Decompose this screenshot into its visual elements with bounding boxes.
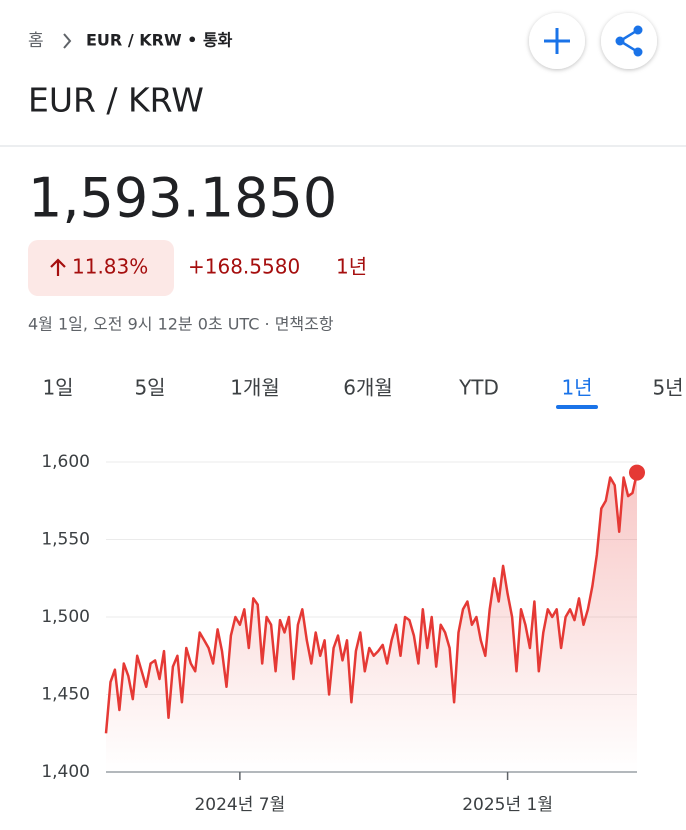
up-arrow [50,258,66,276]
current-point [629,464,645,481]
plus-icon [544,28,570,54]
area-fill [106,472,637,772]
share-dot [633,25,643,35]
breadcrumb-home[interactable]: 홈 [28,31,44,51]
change-period: 1년 [336,255,367,279]
change-percent: 11.83% [72,255,148,279]
x-tick-label: 2025년 1월 [462,795,553,815]
range-tabs: 1일 5일 1개월 6개월 YTD 1년 5년 [42,376,684,409]
add-button[interactable] [529,13,585,69]
share-dot [633,47,643,57]
range-tab[interactable]: 1일 [42,376,73,400]
range-tab[interactable]: 1개월 [230,376,280,400]
share-dot [615,36,625,46]
chart: 1,400 1,450 1,500 1,550 1,600 2024년 7월 2025년 1… [41,452,645,815]
breadcrumb-current: EUR / KRW • 통화 [86,31,233,50]
active-tab-indicator [556,405,598,409]
range-tab[interactable]: YTD [458,376,499,400]
y-tick-label: 1,450 [41,685,90,705]
y-tick-label: 1,500 [41,607,90,627]
change-absolute: +168.5580 [188,255,300,279]
y-tick-label: 1,550 [41,530,90,550]
range-tab[interactable]: 6개월 [343,376,393,400]
share-button[interactable] [601,13,657,69]
y-tick-label: 1,400 [41,762,90,782]
price-line [104,472,639,734]
x-tick-label: 2024년 7월 [194,795,285,815]
price: 1,593.1850 [28,167,337,230]
timestamp: 4월 1일, 오전 9시 12분 0초 UTC · 면책조항 [28,315,334,334]
range-tab[interactable]: 1년 [561,376,592,400]
page-title: EUR / KRW [28,81,204,120]
button-bg [601,13,657,69]
range-tab[interactable]: 5일 [134,376,165,400]
y-tick-label: 1,600 [41,452,90,472]
breadcrumb-chevron [63,33,72,49]
change-badge [28,240,174,296]
range-tab[interactable]: 5년 [652,376,683,400]
